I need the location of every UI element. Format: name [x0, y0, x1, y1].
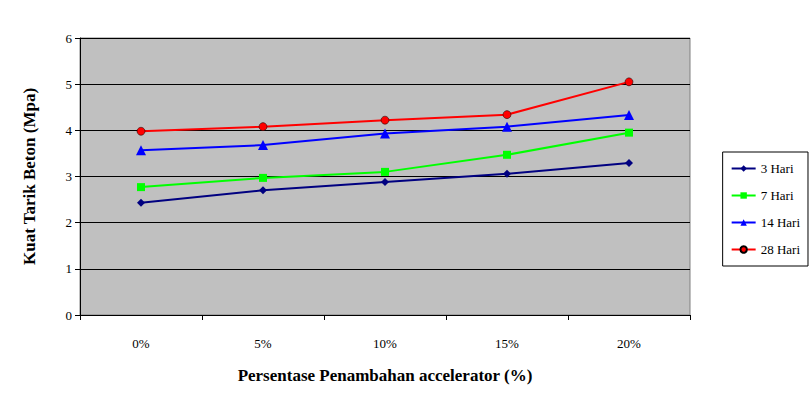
svg-text:7 Hari: 7 Hari [761, 188, 794, 203]
svg-text:3: 3 [66, 169, 73, 184]
svg-text:Kuat Tarik Beton (Mpa): Kuat Tarik Beton (Mpa) [20, 88, 39, 265]
svg-text:20%: 20% [617, 336, 641, 351]
svg-text:4: 4 [66, 123, 73, 138]
svg-text:5%: 5% [254, 336, 272, 351]
svg-text:0: 0 [66, 308, 73, 323]
svg-text:2: 2 [66, 215, 73, 230]
svg-text:0%: 0% [132, 336, 150, 351]
svg-text:14 Hari: 14 Hari [761, 215, 801, 230]
svg-text:3 Hari: 3 Hari [761, 161, 794, 176]
svg-text:1: 1 [66, 261, 73, 276]
svg-text:6: 6 [66, 31, 73, 46]
svg-text:15%: 15% [495, 336, 519, 351]
svg-text:Persentase Penambahan accelera: Persentase Penambahan accelerator (%) [238, 366, 533, 385]
svg-text:5: 5 [66, 77, 73, 92]
svg-text:10%: 10% [373, 336, 397, 351]
svg-text:28 Hari: 28 Hari [761, 242, 801, 257]
